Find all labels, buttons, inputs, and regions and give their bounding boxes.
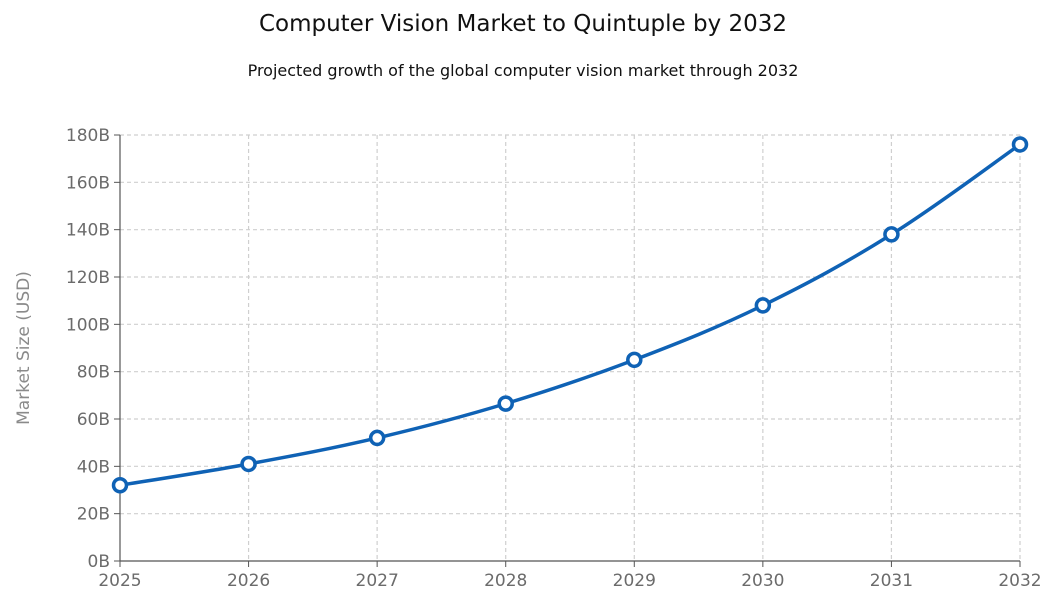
series-line [119, 143, 1022, 487]
y-tick-label: 160B [66, 173, 110, 193]
data-point[interactable] [1011, 136, 1029, 153]
axes [119, 135, 1020, 562]
x-axis-ticks: 2025 2026 2027 2028 2029 2030 2031 2032 [98, 561, 1042, 591]
y-tick-label: 140B [66, 221, 110, 241]
data-point[interactable] [883, 226, 900, 243]
chart-subtitle: Projected growth of the global computer … [247, 61, 799, 80]
data-point[interactable] [497, 395, 514, 412]
x-tick-label: 2032 [998, 571, 1041, 591]
data-point[interactable] [240, 455, 257, 473]
y-tick-label: 100B [66, 315, 110, 335]
series-line-group [111, 136, 1029, 494]
data-point[interactable] [111, 477, 129, 494]
x-tick-label: 2030 [741, 571, 784, 591]
y-tick-label: 20B [77, 505, 110, 525]
x-tick-label: 2031 [870, 571, 913, 591]
chart-title: Computer Vision Market to Quintuple by 2… [258, 11, 788, 37]
y-tick-label: 0B [88, 552, 110, 572]
data-point[interactable] [626, 351, 643, 369]
y-tick-label: 80B [77, 363, 110, 383]
y-axis-ticks: 0B 20B 40B 60B 80B 100B 120B 140B 160B 180B [66, 126, 120, 572]
data-point[interactable] [368, 429, 386, 447]
x-tick-label: 2026 [227, 571, 270, 591]
y-tick-label: 180B [66, 126, 110, 146]
x-tick-label: 2028 [484, 571, 527, 591]
data-point[interactable] [754, 297, 772, 314]
y-tick-label: 40B [77, 457, 110, 477]
y-tick-label: 60B [77, 410, 110, 430]
y-tick-label: 120B [66, 268, 110, 288]
x-tick-label: 2027 [356, 571, 399, 591]
x-tick-label: 2029 [613, 571, 656, 591]
grid-lines [120, 134, 1021, 561]
y-axis-label: Market Size (USD) [14, 271, 34, 425]
x-tick-label: 2025 [98, 571, 141, 591]
